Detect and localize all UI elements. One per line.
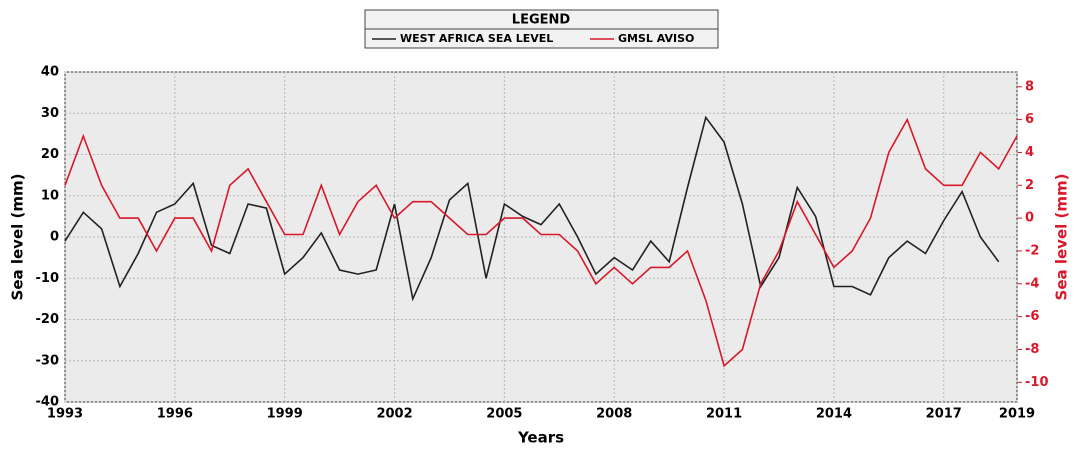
y-tick-label: 0 [50,230,59,245]
x-tick-label: 1999 [267,407,303,422]
y-tick-label: 20 [41,147,59,162]
y-axis-label: Sea level (mm) [9,174,27,301]
y2-tick-label: 6 [1025,112,1034,127]
y-tick-label: 40 [41,65,59,80]
x-tick-label: 2014 [816,407,852,422]
x-axis-label: Years [517,429,564,447]
x-tick-label: 2002 [376,407,412,422]
x-tick-label: 2005 [486,407,522,422]
x-tick-label: 2011 [706,407,742,422]
x-tick-label: 2019 [999,407,1035,422]
y-tick-label: -10 [36,271,60,286]
x-tick-label: 1996 [157,407,193,422]
x-tick-label: 1993 [47,407,83,422]
y2-tick-label: -8 [1025,342,1039,357]
y2-tick-label: 4 [1025,145,1034,160]
legend-label: GMSL AVISO [618,32,694,45]
y2-tick-label: -4 [1025,276,1039,291]
y-tick-label: 30 [41,106,59,121]
y2-tick-label: 8 [1025,79,1034,94]
y2-tick-label: -2 [1025,243,1039,258]
legend-label: WEST AFRICA SEA LEVEL [400,32,553,45]
y-tick-label: -20 [36,312,60,327]
y2-tick-label: 2 [1025,178,1034,193]
y-tick-label: -30 [36,353,60,368]
x-tick-label: 2017 [926,407,962,422]
series-line [64,117,1018,368]
series-line [64,115,1000,302]
y2-tick-label: -10 [1025,375,1049,390]
y2-tick-label: -6 [1025,309,1039,324]
y2-axis-label: Sea level (mm) [1053,174,1071,301]
legend-title: LEGEND [512,13,571,28]
y2-tick-label: 0 [1025,211,1034,226]
x-tick-label: 2008 [596,407,632,422]
y-tick-label: -40 [36,395,60,410]
y-tick-label: 10 [41,188,59,203]
